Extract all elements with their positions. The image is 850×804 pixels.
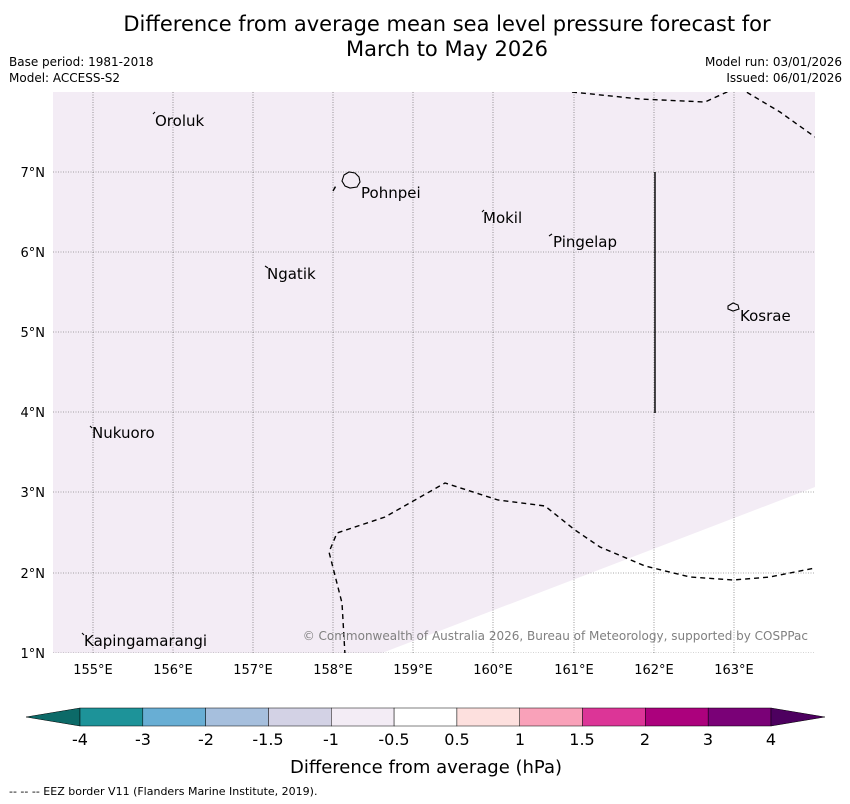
colorbar-label: Difference from average (hPa)	[290, 757, 562, 778]
issued-date: Issued: 06/01/2026	[726, 71, 842, 85]
lon-tick: 159°E	[393, 663, 433, 678]
lon-tick: 163°E	[714, 663, 754, 678]
oroluk-atoll-shape	[152, 111, 156, 115]
label-kapingamarangi: Kapingamarangi	[84, 632, 207, 650]
colorbar-tick: -3	[135, 730, 151, 749]
kosrae-island-shape	[727, 302, 740, 312]
lat-tick: 6°N	[21, 246, 46, 261]
islands	[81, 111, 740, 636]
colorbar-tick: -1	[323, 730, 339, 749]
lon-tick: 157°E	[233, 663, 273, 678]
place-labels: Oroluk Pohnpei Mokil Pingelap Ngatik Kos…	[84, 112, 791, 650]
kapingamarangi-atoll-shape	[81, 632, 85, 636]
lon-tick: 155°E	[73, 663, 113, 678]
colorbar-tick: 1	[515, 730, 525, 749]
graticule	[53, 92, 815, 653]
nukuoro-atoll-shape	[89, 425, 93, 429]
meta-left: Base period: 1981-2018 Model: ACCESS-S2	[9, 54, 154, 86]
longitude-ticks: 155°E 156°E 157°E 158°E 159°E 160°E 161°…	[73, 663, 754, 678]
colorbar-high-extension	[770, 707, 826, 727]
eez-border-north	[571, 92, 815, 138]
lon-tick: 156°E	[153, 663, 193, 678]
colorbar-tick: -1.5	[252, 730, 283, 749]
eez-border-south	[328, 482, 815, 653]
model-name: Model: ACCESS-S2	[9, 71, 121, 85]
lon-tick: 162°E	[634, 663, 674, 678]
pohnpei-island-shape	[341, 171, 361, 189]
colorbar-segment	[456, 707, 520, 727]
label-ngatik: Ngatik	[267, 265, 316, 283]
label-pohnpei: Pohnpei	[361, 184, 421, 202]
colorbar-low-extension	[25, 707, 81, 727]
model-run: Model run: 03/01/2026	[704, 55, 842, 69]
ngatik-atoll-shape	[264, 265, 269, 269]
lat-tick: 3°N	[21, 486, 46, 501]
lat-tick: 2°N	[21, 567, 46, 582]
colorbar-tick: -4	[72, 730, 88, 749]
copyright-notice: © Commonwealth of Australia 2026, Bureau…	[303, 629, 808, 643]
colorbar-segment	[582, 707, 646, 727]
colorbar-tick: 0.5	[444, 730, 469, 749]
colorbar-segment	[645, 707, 709, 727]
map-title: Difference from average mean sea level p…	[0, 12, 850, 62]
label-mokil: Mokil	[483, 209, 522, 227]
colorbar-tick: 3	[703, 730, 713, 749]
colorbar-tick: 2	[640, 730, 650, 749]
map-panel: Oroluk Pohnpei Mokil Pingelap Ngatik Kos…	[53, 92, 815, 653]
colorbar: -4 -3 -2 -1.5 -1 -0.5 0.5 1 1.5 2 3 4 Di…	[25, 707, 826, 778]
title-line-1: Difference from average mean sea level p…	[123, 12, 771, 36]
eez-borders	[328, 92, 815, 653]
colorbar-segment	[519, 707, 583, 727]
colorbar-segment	[268, 707, 332, 727]
colorbar-segment	[205, 707, 269, 727]
label-nukuoro: Nukuoro	[92, 424, 155, 442]
base-period: Base period: 1981-2018	[9, 55, 154, 69]
label-kosrae: Kosrae	[740, 307, 791, 325]
eez-border-pohnpei-stub	[332, 183, 338, 192]
colorbar-segment	[707, 707, 772, 727]
lat-tick: 7°N	[21, 166, 46, 181]
colorbar-segments	[79, 707, 772, 727]
mokil-atoll-shape	[481, 209, 485, 213]
colorbar-segment	[142, 707, 206, 727]
colorbar-tick: 1.5	[569, 730, 594, 749]
lon-tick: 161°E	[554, 663, 594, 678]
colorbar-tick: -0.5	[378, 730, 409, 749]
label-oroluk: Oroluk	[155, 112, 204, 130]
label-pingelap: Pingelap	[553, 233, 617, 251]
colorbar-segment	[393, 707, 458, 727]
lat-tick: 1°N	[21, 647, 46, 662]
title-line-2: March to May 2026	[346, 37, 548, 61]
lat-tick: 4°N	[21, 406, 46, 421]
latitude-ticks: 7°N 6°N 5°N 4°N 3°N 2°N 1°N	[21, 166, 46, 662]
meta-right: Model run: 03/01/2026 Issued: 06/01/2026	[705, 54, 842, 86]
colorbar-tick: 4	[766, 730, 776, 749]
colorbar-segment	[331, 707, 395, 727]
colorbar-segment	[79, 707, 144, 727]
colorbar-tick: -2	[198, 730, 214, 749]
lat-tick: 5°N	[21, 326, 46, 341]
eez-legend-note: -- -- -- EEZ border V11 (Flanders Marine…	[9, 785, 318, 798]
pingelap-atoll-shape	[548, 233, 553, 237]
pressure-anomaly-region	[53, 92, 815, 653]
colorbar-ticks: -4 -3 -2 -1.5 -1 -0.5 0.5 1 1.5 2 3 4	[72, 730, 776, 749]
lon-tick: 158°E	[313, 663, 353, 678]
lon-tick: 160°E	[473, 663, 513, 678]
